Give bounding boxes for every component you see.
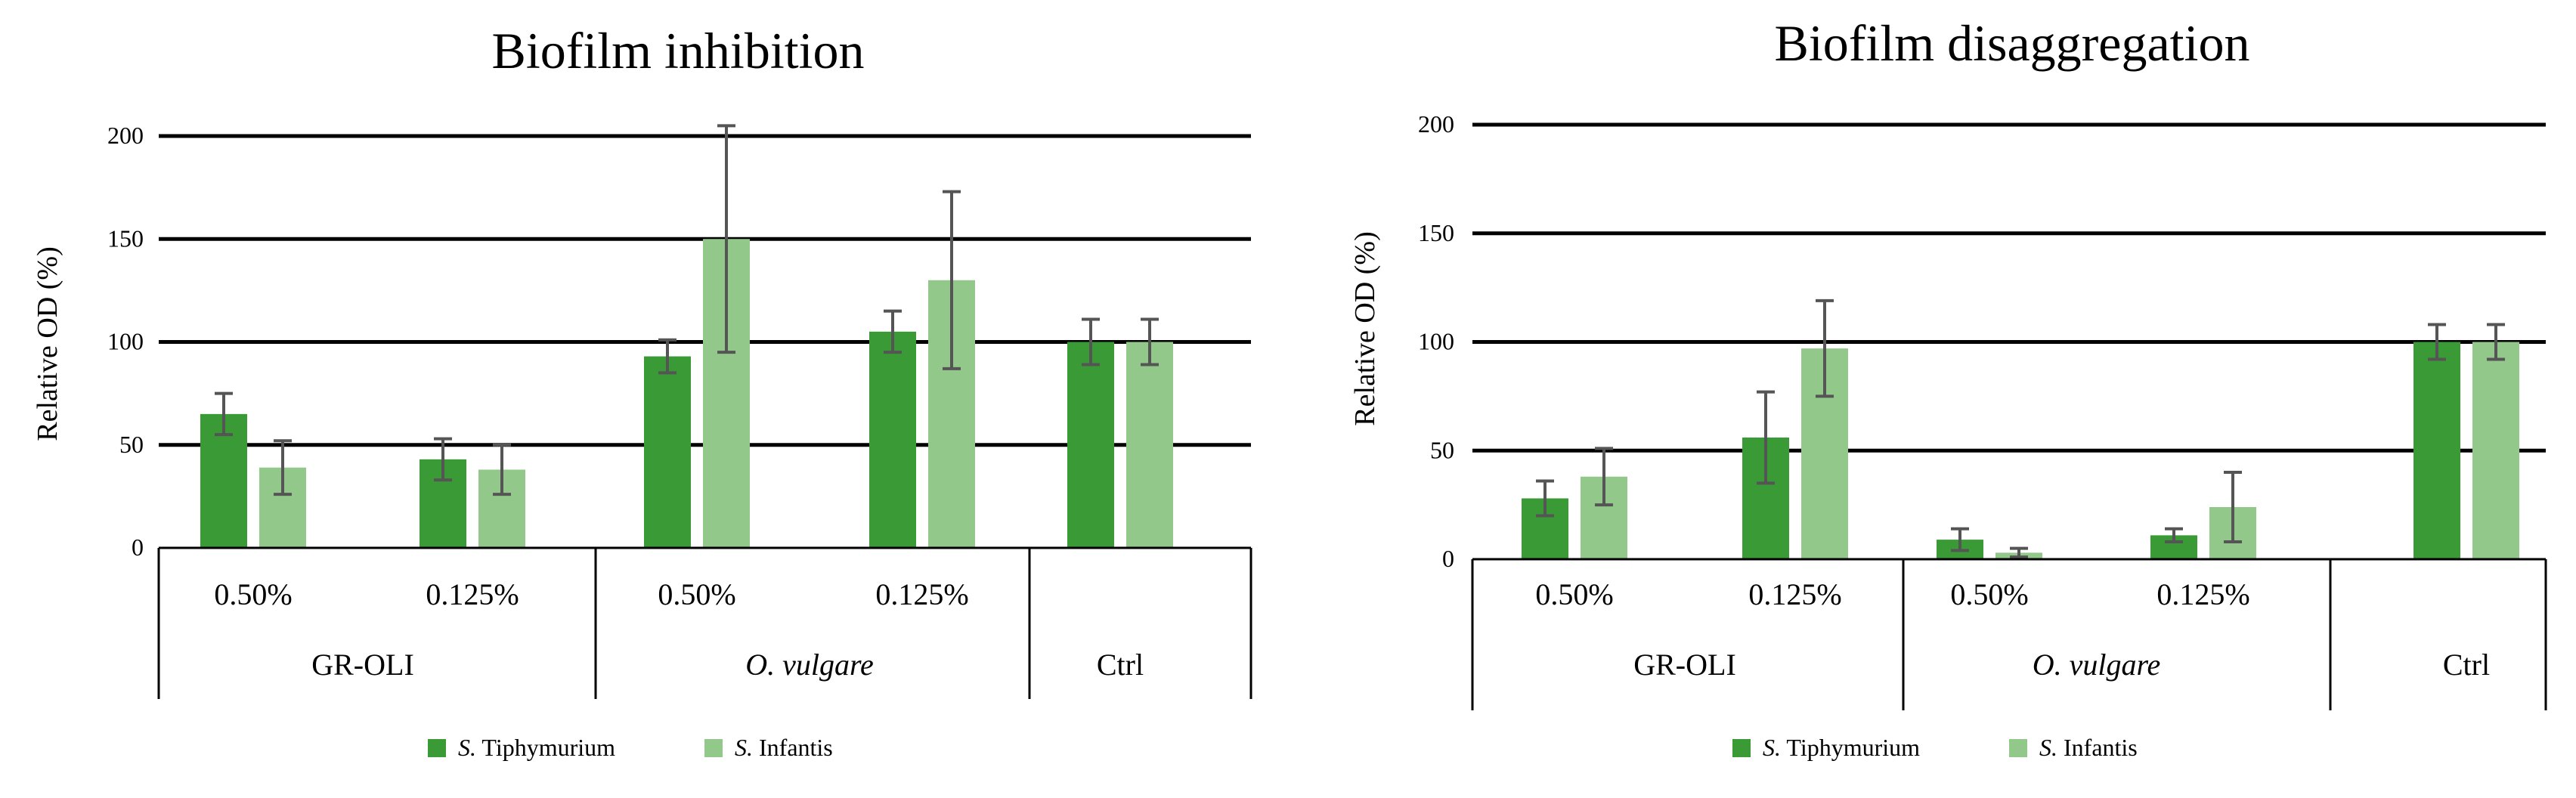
x-group-label: O. vulgare bbox=[745, 648, 874, 682]
x-category-label: 0.50% bbox=[214, 577, 292, 611]
x-category-label: 0.50% bbox=[1535, 577, 1613, 611]
x-group-label: GR-OLI bbox=[1633, 648, 1736, 682]
legend-label-tiphymurium: S. Tiphymurium bbox=[458, 734, 615, 761]
y-tick-label: 200 bbox=[107, 122, 144, 149]
x-category-label: 0.50% bbox=[1950, 577, 2028, 611]
x-group-label: O. vulgare bbox=[2033, 648, 2161, 682]
bar-tiphymurium bbox=[200, 413, 247, 548]
y-tick-label: 150 bbox=[1418, 219, 1454, 246]
x-group-label: Ctrl bbox=[1097, 648, 1144, 682]
legend-swatch-infantis bbox=[704, 739, 723, 757]
chart-biofilm-disaggregation: Biofilm disaggregation Relative OD (%) 0 50… bbox=[1349, 14, 2547, 761]
chart-biofilm-inhibition: Biofilm inhibition Relative OD (%) 0 50 100 1… bbox=[32, 22, 1252, 761]
legend-genus: S. bbox=[1763, 734, 1781, 761]
x-group-label: GR-OLI bbox=[311, 648, 414, 682]
y-tick-label: 100 bbox=[1418, 328, 1454, 355]
x-category-label: 0.125% bbox=[875, 577, 968, 611]
legend-species: Tiphymurium bbox=[476, 734, 615, 761]
legend-genus: S. bbox=[735, 734, 753, 761]
x-category-label: 0.50% bbox=[658, 577, 735, 611]
y-tick-label: 50 bbox=[119, 431, 144, 458]
bar-tiphymurium bbox=[1067, 342, 1114, 548]
legend-label-infantis: S. Infantis bbox=[735, 734, 833, 761]
legend-label-tiphymurium: S. Tiphymurium bbox=[1763, 734, 1920, 761]
bar-infantis bbox=[2472, 342, 2519, 559]
legend-swatch-tiphymurium bbox=[428, 739, 446, 757]
x-category-label: 0.125% bbox=[2156, 577, 2249, 611]
y-tick-label: 150 bbox=[107, 224, 144, 252]
bar-infantis bbox=[1126, 342, 1173, 548]
bar-tiphymurium bbox=[644, 356, 691, 548]
y-tick-label: 0 bbox=[1442, 545, 1454, 572]
y-tick-label: 100 bbox=[107, 328, 144, 355]
chart-title: Biofilm inhibition bbox=[491, 22, 864, 79]
x-category-label: 0.125% bbox=[1748, 577, 1841, 611]
legend-genus: S. bbox=[458, 734, 476, 761]
legend-swatch-tiphymurium bbox=[1732, 739, 1751, 757]
y-tick-label: 0 bbox=[132, 534, 144, 561]
legend-species: Infantis bbox=[753, 734, 833, 761]
legend-label-infantis: S. Infantis bbox=[2039, 734, 2138, 761]
legend-species: Tiphymurium bbox=[1781, 734, 1920, 761]
legend-genus: S. bbox=[2039, 734, 2057, 761]
bar-tiphymurium bbox=[869, 331, 916, 548]
y-axis-label: Relative OD (%) bbox=[32, 246, 63, 441]
x-group-label: Ctrl bbox=[2443, 648, 2490, 682]
bar-tiphymurium bbox=[2413, 342, 2460, 559]
y-axis-label: Relative OD (%) bbox=[1349, 231, 1381, 425]
y-tick-label: 50 bbox=[1430, 436, 1454, 463]
legend-species: Infantis bbox=[2057, 734, 2138, 761]
x-category-label: 0.125% bbox=[426, 577, 519, 611]
y-tick-label: 200 bbox=[1418, 110, 1454, 138]
chart-title: Biofilm disaggregation bbox=[1775, 14, 2250, 72]
legend-swatch-infantis bbox=[2009, 739, 2027, 757]
